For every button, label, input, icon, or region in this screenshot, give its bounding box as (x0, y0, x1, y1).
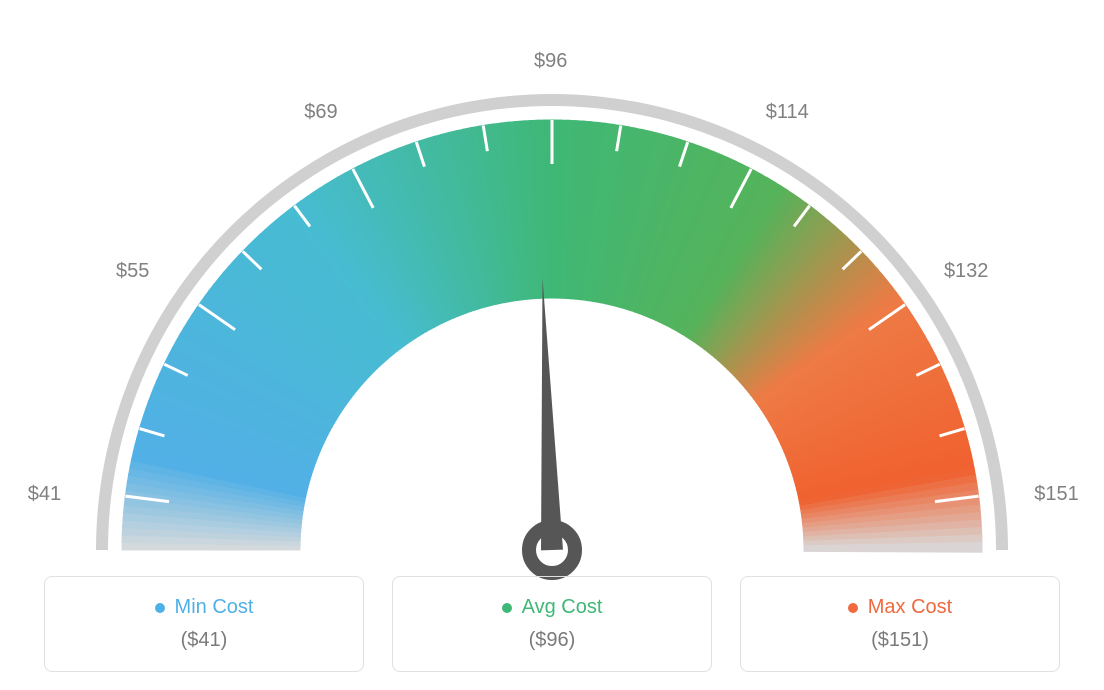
legend-header: Max Cost (848, 596, 952, 619)
legend-card: Max Cost ($151) (740, 576, 1060, 672)
gauge-tick-label: $151 (1034, 483, 1079, 506)
legend-card: Min Cost ($41) (44, 576, 364, 672)
legend-value: ($151) (871, 629, 929, 652)
legend-label: Min Cost (175, 596, 254, 619)
legend-row: Min Cost ($41) Avg Cost ($96) Max Cost ($151) (44, 576, 1060, 672)
cost-gauge: $41 $55 $69 $96 $114 $132 $151 (22, 10, 1082, 570)
gauge-tick-label: $69 (304, 101, 337, 124)
legend-value: ($96) (529, 629, 576, 652)
legend-dot-icon (502, 603, 512, 613)
gauge-svg (22, 10, 1082, 590)
legend-header: Min Cost (155, 596, 254, 619)
legend-card: Avg Cost ($96) (392, 576, 712, 672)
gauge-tick-label: $96 (534, 50, 567, 73)
gauge-tick-label: $41 (28, 483, 61, 506)
legend-dot-icon (155, 603, 165, 613)
gauge-needle (541, 278, 563, 550)
gauge-tick-label: $114 (766, 101, 809, 124)
legend-dot-icon (848, 603, 858, 613)
legend-header: Avg Cost (502, 596, 603, 619)
legend-label: Avg Cost (522, 596, 603, 619)
gauge-tick-label: $55 (116, 260, 149, 283)
legend-label: Max Cost (868, 596, 952, 619)
gauge-tick-label: $132 (944, 260, 989, 283)
legend-value: ($41) (181, 629, 228, 652)
